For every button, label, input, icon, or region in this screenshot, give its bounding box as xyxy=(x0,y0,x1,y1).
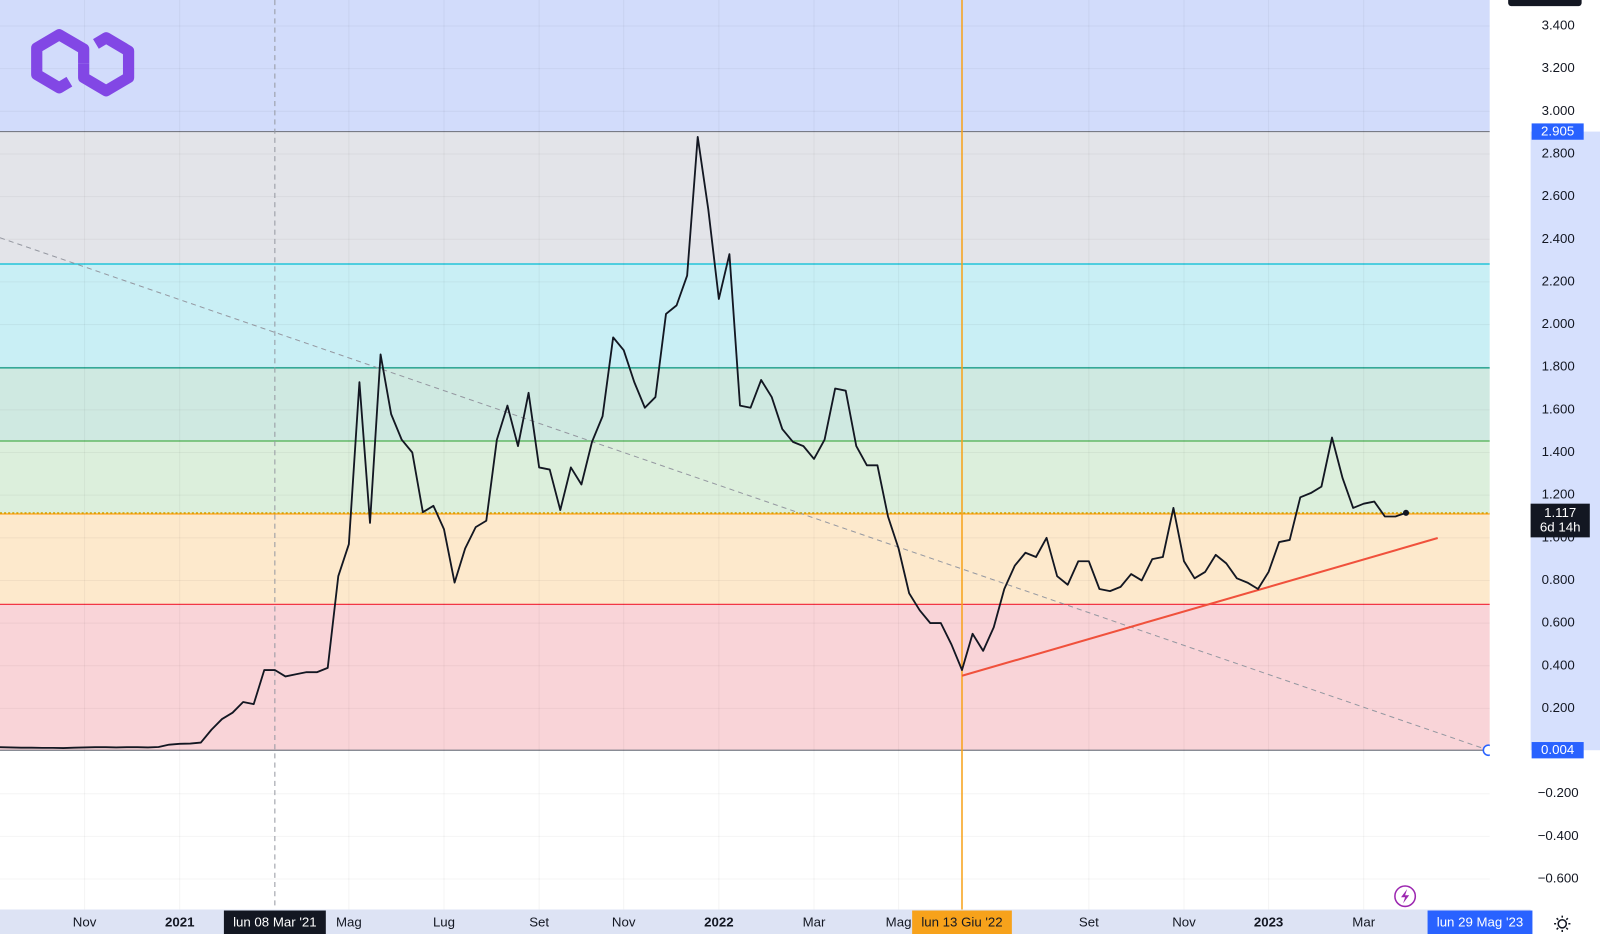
last-point xyxy=(1402,509,1410,516)
x-tick-label: 2021 xyxy=(165,914,194,929)
y-tick-label: 2.800 xyxy=(1542,145,1575,160)
trend-line xyxy=(961,537,1438,677)
fib-band xyxy=(0,513,1490,605)
fib-band xyxy=(0,367,1490,441)
logo-left xyxy=(31,29,90,94)
polygon-logo xyxy=(31,29,135,97)
price-axis-range xyxy=(1530,131,1600,751)
x-tick-label: 2022 xyxy=(704,914,733,929)
series xyxy=(0,135,1410,749)
y-tick-label: 2.200 xyxy=(1542,273,1575,288)
x-tick-label: Mar xyxy=(803,914,826,929)
current-price-label: 1.117 xyxy=(1544,505,1576,520)
fib-bands xyxy=(0,0,1490,751)
y-tick-label: −0.400 xyxy=(1538,828,1579,843)
x-tick-label: Lug xyxy=(433,914,455,929)
y-tick-label: 1.600 xyxy=(1542,401,1575,416)
crosshair-date-label: lun 29 Mag '23 xyxy=(1437,914,1524,929)
settings-icon[interactable] xyxy=(1554,915,1571,932)
y-tick-label: 0.800 xyxy=(1542,572,1575,587)
fib-band xyxy=(0,604,1490,751)
level-badge-label: 2.905 xyxy=(1541,124,1574,139)
current-price-badge xyxy=(1530,503,1590,538)
y-tick-label: −0.200 xyxy=(1538,785,1579,800)
y-tick-label: 3.000 xyxy=(1542,103,1575,118)
y-tick-label: 2.000 xyxy=(1542,316,1575,331)
crosshair-date-badge xyxy=(1427,910,1533,934)
x-tick-label: Nov xyxy=(73,914,97,929)
countdown-label: 6d 14h xyxy=(1540,520,1581,535)
logo-right xyxy=(78,32,135,97)
settings-gear[interactable] xyxy=(1557,918,1568,929)
x-tick-label: Mar xyxy=(1352,914,1375,929)
y-tick-label: 3.200 xyxy=(1542,60,1575,75)
axes: −0.600 −0.400 −0.200 0.200 0.400 0.600 0.800 1.… xyxy=(1530,18,1600,886)
level-badge xyxy=(1531,742,1584,759)
y-tick-label: 1.800 xyxy=(1542,359,1575,374)
y-tick-label: −0.600 xyxy=(1538,871,1579,886)
y-tick-label: 0.600 xyxy=(1542,615,1575,630)
y-tick-label: 2.400 xyxy=(1542,231,1575,246)
x-tick-label: Set xyxy=(1079,914,1099,929)
level-badge xyxy=(1531,123,1584,140)
fib-band xyxy=(0,131,1490,265)
settings-teeth[interactable] xyxy=(1554,915,1571,932)
drawings xyxy=(0,0,1531,910)
y-tick-label: 3.400 xyxy=(1542,18,1575,33)
crosshair-date-badge xyxy=(912,910,1012,934)
y-tick-label: 2.600 xyxy=(1542,188,1575,203)
x-tick-label: Set xyxy=(529,914,549,929)
y-tick-label: 1.200 xyxy=(1542,487,1575,502)
x-tick-label: Nov xyxy=(1172,914,1196,929)
level-badge-label: 0.004 xyxy=(1541,742,1574,757)
x-tick-label: Mag xyxy=(886,914,912,929)
crosshair-date-label: lun 08 Mar '21 xyxy=(233,914,317,929)
x-tick-label: 2023 xyxy=(1254,914,1283,929)
grid xyxy=(0,0,1490,910)
y-tick-label: 0.200 xyxy=(1542,700,1575,715)
alert-icon[interactable] xyxy=(1394,885,1417,908)
fib-band xyxy=(0,264,1490,368)
time-axis-labels: Nov 2021 lun 08 Mar '21 Mag Lug Set Nov 2022 Mar… xyxy=(73,910,1533,934)
fib-band xyxy=(0,0,1490,132)
price-line xyxy=(0,135,1407,749)
crosshair-date-badge xyxy=(223,910,326,934)
clipped-badge xyxy=(1508,0,1582,7)
x-tick-label: Nov xyxy=(612,914,636,929)
crosshair-date-label: lun 13 Giu '22 xyxy=(921,914,1002,929)
y-tick-label: 0.400 xyxy=(1542,657,1575,672)
y-tick-label: 1.400 xyxy=(1542,444,1575,459)
fib-band xyxy=(0,440,1490,514)
alert-bolt[interactable] xyxy=(1401,889,1410,904)
x-tick-label: Mag xyxy=(336,914,362,929)
